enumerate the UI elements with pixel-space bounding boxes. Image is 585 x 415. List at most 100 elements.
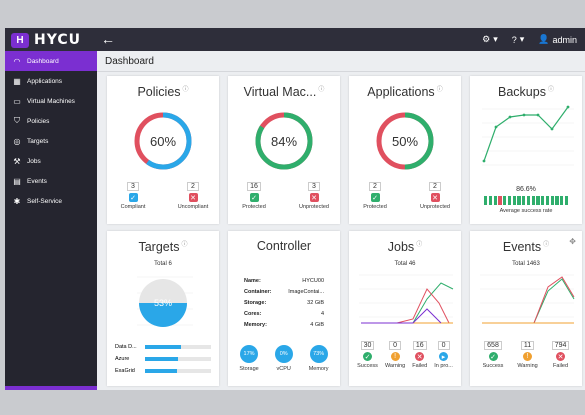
logo-text: HYCU xyxy=(34,32,81,48)
backup-history-segment xyxy=(526,196,530,205)
list-item[interactable]: ExaGrid xyxy=(115,365,211,377)
backup-history-segment xyxy=(550,196,554,205)
gauge-fill xyxy=(139,303,187,327)
success-stat[interactable]: 30 ✓ Success xyxy=(357,341,378,369)
uncompliant-stat[interactable]: 2 ✕ Uncompliant xyxy=(174,182,212,210)
sidebar-accent-bar xyxy=(5,386,97,390)
virtual-machines-card[interactable]: Virtual Mac... ⓘ 84% 16 ✓ Protected 3 ✕ Unpro… xyxy=(228,76,340,224)
policies-card[interactable]: Policies ⓘ 60% 3 ✓ Compliant 2 ✕ Uncompliant xyxy=(107,76,219,224)
help-menu[interactable]: ? ▾ xyxy=(512,34,525,45)
stat-count: 16 xyxy=(247,182,261,191)
drag-handle-icon[interactable]: ✥ xyxy=(569,237,576,246)
sidebar-item-virtual-machines[interactable]: ▭ Virtual Machines xyxy=(5,91,97,111)
targets-gauge: 53% xyxy=(137,276,193,327)
events-card[interactable]: Events ⓘ ✥ Total 1463 658 ✓ Success 11! Warn… xyxy=(470,231,582,386)
jobs-card[interactable]: Jobs ⓘ Total 46 30 ✓ Success 0! Warning 16 ✕ F… xyxy=(349,231,461,386)
detail-row: Name: HYCU00 xyxy=(244,277,324,284)
card-title: Controller xyxy=(256,239,312,253)
user-menu[interactable]: 👤 admin xyxy=(538,34,577,45)
backup-history-segment xyxy=(564,196,568,205)
success-stat[interactable]: 658 ✓ Success xyxy=(482,341,504,369)
backup-history-segment xyxy=(536,196,540,205)
vcpu-meter: 0% vCPU xyxy=(274,345,293,372)
compliant-stat[interactable]: 3 ✓ Compliant xyxy=(114,182,152,210)
protected-stat[interactable]: 2 ✓ Protected xyxy=(356,182,394,210)
chevron-down-icon: ▾ xyxy=(519,34,525,44)
backup-history-segment xyxy=(531,196,535,205)
info-icon[interactable]: ⓘ xyxy=(416,242,423,248)
stat-label: Uncompliant xyxy=(177,204,209,210)
list-item[interactable]: Data D... xyxy=(115,341,211,353)
card-title: Policies xyxy=(137,85,181,100)
stat-count: 3 xyxy=(127,182,139,191)
sidebar-item-applications[interactable]: ▦ Applications xyxy=(5,71,97,91)
gear-icon: ✱ xyxy=(13,196,21,206)
sidebar-item-label: Self-Service xyxy=(27,197,63,205)
warning-stat[interactable]: 0! Warning xyxy=(384,341,406,369)
sidebar-item-jobs[interactable]: ⚒ Jobs xyxy=(5,151,97,171)
stat-label: Compliant xyxy=(120,204,146,210)
cross-icon: ✕ xyxy=(415,352,425,361)
sidebar-item-policies[interactable]: ⛉ Policies xyxy=(5,111,97,131)
info-icon[interactable]: ⓘ xyxy=(543,242,550,248)
controller-card[interactable]: Controller Name: HYCU00 Container: ImageCo… xyxy=(228,231,340,386)
unprotected-stat[interactable]: 2 ✕ Unprotected xyxy=(416,182,454,210)
logo: H HYCU xyxy=(11,32,81,48)
failed-stat[interactable]: 16 ✕ Failed xyxy=(412,341,428,369)
backup-history-segment xyxy=(493,196,497,205)
username: admin xyxy=(552,34,577,45)
card-title: Backups xyxy=(498,85,546,100)
jobs-line-chart xyxy=(359,274,454,324)
stat-label: Unprotected xyxy=(420,204,450,210)
events-stats: 658 ✓ Success 11! Warning 794 ✕ Failed xyxy=(470,341,582,369)
top-bar: H HYCU ← ⚙ ▾ ? ▾ 👤 admin xyxy=(5,28,585,51)
page-title: Dashboard xyxy=(105,56,154,67)
stat-count: 2 xyxy=(369,182,381,191)
target-icon: ◎ xyxy=(13,136,21,146)
success-rate-value: 86.6% xyxy=(516,186,536,193)
in-progress-stat[interactable]: 0 ▸ In pro... xyxy=(434,341,453,369)
backups-card[interactable]: Backups ⓘ 86.6% Average success rate xyxy=(470,76,582,224)
unprotected-stat[interactable]: 3 ✕ Unprotected xyxy=(295,182,333,210)
list-item[interactable]: Azure xyxy=(115,353,211,365)
warning-stat[interactable]: 11! Warning xyxy=(517,341,538,369)
chart-gridlines xyxy=(359,274,453,318)
info-icon[interactable]: ⓘ xyxy=(547,87,554,93)
targets-card[interactable]: Targets ⓘ Total 6 53% Data D... Azure Exa… xyxy=(107,231,219,386)
chevron-down-icon: ▾ xyxy=(493,34,498,44)
backups-line-chart xyxy=(482,105,574,166)
info-icon[interactable]: ⓘ xyxy=(182,87,189,93)
chart-gridlines xyxy=(482,108,574,166)
sidebar-item-label: Events xyxy=(27,177,47,185)
info-icon[interactable]: ⓘ xyxy=(436,87,443,93)
success-rate-label: Average success rate xyxy=(499,208,553,214)
info-icon[interactable]: ⓘ xyxy=(318,87,325,93)
sidebar-item-targets[interactable]: ◎ Targets xyxy=(5,131,97,151)
sidebar-item-events[interactable]: ▤ Events xyxy=(5,171,97,191)
success-rate-points xyxy=(482,105,570,163)
stat-label: Protected xyxy=(242,204,266,210)
shield-check-icon: ✓ xyxy=(370,193,380,202)
sidebar-item-dashboard[interactable]: ◠ Dashboard xyxy=(5,51,97,71)
detail-row: Memory: 4 GiB xyxy=(244,321,324,328)
applications-donut: 50% xyxy=(376,112,434,170)
warning-icon: ! xyxy=(390,352,400,361)
events-line-chart xyxy=(480,274,575,324)
sidebar-item-self-service[interactable]: ✱ Self-Service xyxy=(5,191,97,211)
detail-row: Cores: 4 xyxy=(244,310,324,317)
warning-icon: ! xyxy=(523,352,533,361)
failed-series-line xyxy=(482,276,575,324)
shield-icon: ⛉ xyxy=(14,116,20,125)
divider xyxy=(97,71,585,72)
applications-card[interactable]: Applications ⓘ 50% 2 ✓ Protected 2 ✕ Unprotec… xyxy=(349,76,461,224)
card-title: Jobs xyxy=(387,240,415,255)
policies-donut: 60% xyxy=(134,112,192,170)
settings-menu[interactable]: ⚙ ▾ xyxy=(482,34,498,45)
back-arrow-icon[interactable]: ← xyxy=(101,31,115,47)
info-icon[interactable]: ⓘ xyxy=(181,242,188,248)
dashboard-main: Dashboard Policies ⓘ 60% 3 ✓ Compliant 2 ✕ Un… xyxy=(97,51,585,390)
failed-stat[interactable]: 794 ✕ Failed xyxy=(551,341,570,369)
memory-meter: 73% Memory xyxy=(309,345,329,372)
protected-stat[interactable]: 16 ✓ Protected xyxy=(235,182,273,210)
shield-cross-icon: ✕ xyxy=(430,193,440,202)
